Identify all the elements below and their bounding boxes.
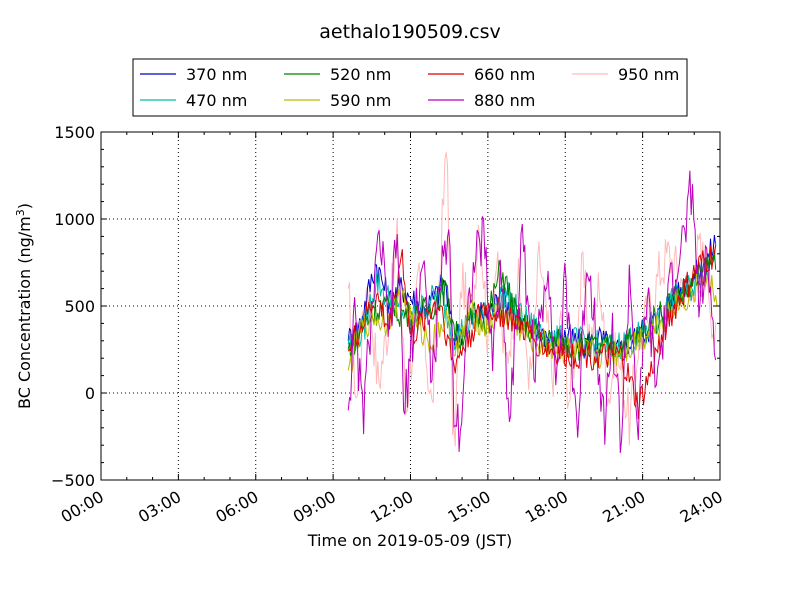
y-axis-label: BC Concentration (ng/m3)	[14, 203, 34, 409]
y-axis-label-sup: 3	[14, 209, 27, 216]
legend-label: 660 nm	[474, 65, 535, 84]
series-line-590-nm	[347, 268, 718, 373]
legend-label: 950 nm	[618, 65, 679, 84]
y-tick-label: −500	[51, 471, 95, 490]
y-tick-label: 0	[85, 384, 95, 403]
legend-label: 470 nm	[186, 91, 247, 110]
chart-title: aethalo190509.csv	[319, 21, 501, 43]
y-tick-label: 500	[64, 297, 95, 316]
y-tick-label: 1000	[54, 210, 95, 229]
y-axis-label-suffix: )	[15, 203, 34, 209]
series-line-880-nm	[347, 170, 717, 453]
y-axis-label-text: BC Concentration (ng/m	[15, 216, 34, 409]
legend-label: 520 nm	[330, 65, 391, 84]
legend-label: 880 nm	[474, 91, 535, 110]
legend-label: 370 nm	[186, 65, 247, 84]
x-axis-label: Time on 2019-05-09 (JST)	[307, 531, 512, 550]
legend: 370 nm 470 nm 520 nm 590 nm 660 nm 880 nm 950 …	[132, 58, 688, 117]
y-tick-label: 1500	[54, 123, 95, 142]
legend-box	[132, 58, 688, 117]
legend-label: 590 nm	[330, 91, 391, 110]
